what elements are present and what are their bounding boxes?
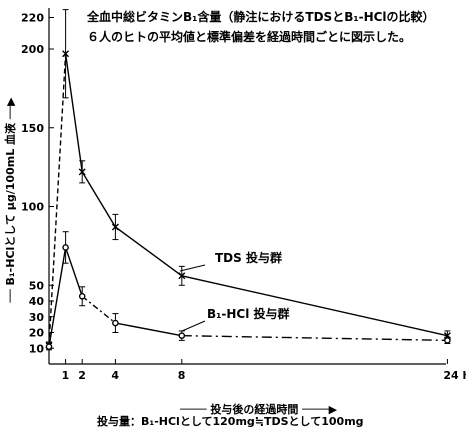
- series-label-hcl-leader: [181, 320, 206, 332]
- x-tick-label: 2: [78, 369, 86, 382]
- y-tick-label: 40: [29, 295, 45, 308]
- hcl-point: [178, 332, 186, 339]
- tds-point: [78, 168, 86, 176]
- series-label-hcl: B₁-HCl 投与群: [207, 306, 290, 321]
- tds-line: [64, 53, 448, 337]
- y-tick-label: 10: [29, 342, 45, 355]
- tds-line-segment: [48, 53, 67, 346]
- hcl-line-segment: [64, 247, 83, 297]
- tds-point: [62, 50, 70, 58]
- y-tick-label: 30: [29, 311, 45, 324]
- hcl-point: [112, 319, 119, 327]
- y-axis-title-text: ── B₁-HClとして μg/100mL 血液 ──▶: [4, 97, 17, 303]
- dose-note: 投与量：B₁-HClとして120mg≒TDSとして100mg: [97, 415, 364, 428]
- x-axis-title: ──── 投与後の経過時間 ────▶: [180, 403, 338, 416]
- x-tick-label: 4: [111, 369, 119, 382]
- y-tick-label: 50: [29, 279, 45, 292]
- hcl-line-segment: [115, 322, 182, 337]
- y-tick-label: 20: [29, 327, 45, 340]
- hcl-point: [444, 337, 451, 344]
- series-label-tds-leader: [179, 264, 206, 272]
- hcl-line-segment: [81, 295, 116, 324]
- tds-point: [178, 272, 186, 280]
- x-tick-label: 1: [62, 369, 70, 382]
- y-tick-label: 150: [21, 122, 44, 135]
- chart-title-line-2: ６人のヒトの平均値と標準偏差を経過時間ごとに図示した。: [87, 30, 412, 44]
- hcl-point: [62, 244, 69, 251]
- y-tick-label: 200: [21, 43, 44, 56]
- hcl-line-segment: [48, 247, 67, 347]
- y-tick-label: 100: [21, 201, 44, 214]
- chart-title-line-1: 全血中総ビタミンB₁含量（静注におけるTDSとB₁-HClの比較）: [87, 10, 435, 24]
- hcl-point: [45, 343, 53, 350]
- tds-point: [111, 223, 119, 231]
- x-tick-label: 8: [178, 369, 186, 382]
- hcl-point: [78, 292, 86, 300]
- series-label-tds: TDS 投与群: [215, 250, 282, 265]
- y-tick-label: 220: [21, 12, 44, 25]
- hcl-line-segment: [181, 334, 448, 342]
- x-tick-label: 24 hour: [443, 369, 466, 382]
